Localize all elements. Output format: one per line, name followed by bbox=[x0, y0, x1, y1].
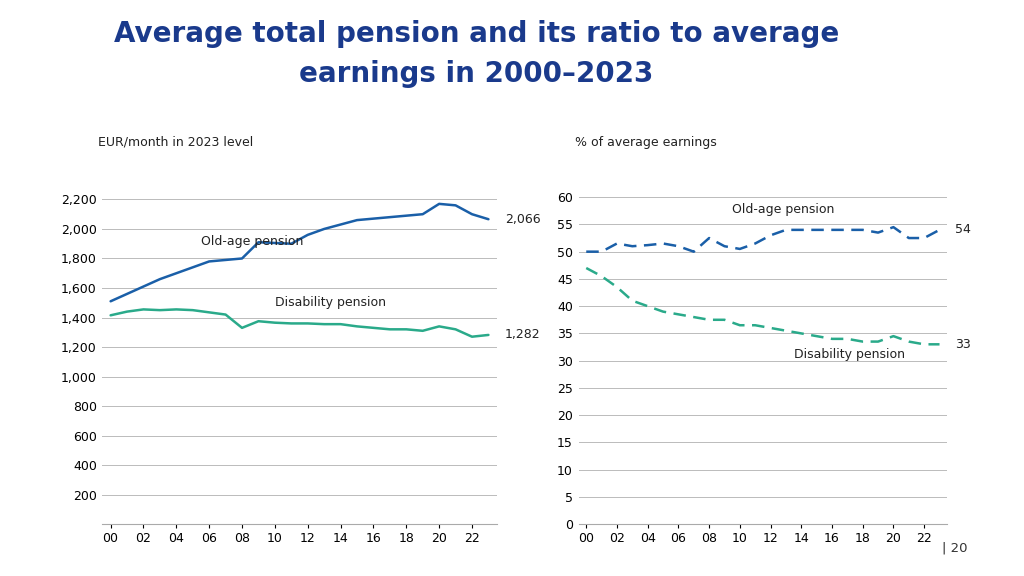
Text: Disability pension: Disability pension bbox=[274, 295, 386, 309]
Text: 33: 33 bbox=[955, 338, 971, 351]
Text: 1,282: 1,282 bbox=[505, 328, 541, 342]
Text: Old-age pension: Old-age pension bbox=[732, 203, 835, 216]
Text: Old-age pension: Old-age pension bbox=[201, 235, 303, 248]
Text: Disability pension: Disability pension bbox=[794, 348, 904, 361]
Text: | 20: | 20 bbox=[942, 541, 968, 554]
Text: earnings in 2000–2023: earnings in 2000–2023 bbox=[299, 60, 653, 89]
Text: Average total pension and its ratio to average: Average total pension and its ratio to a… bbox=[114, 20, 839, 48]
Text: 2,066: 2,066 bbox=[505, 213, 541, 226]
Text: 54: 54 bbox=[955, 223, 971, 236]
Text: EUR/month in 2023 level: EUR/month in 2023 level bbox=[98, 136, 254, 149]
Text: % of average earnings: % of average earnings bbox=[574, 136, 717, 149]
